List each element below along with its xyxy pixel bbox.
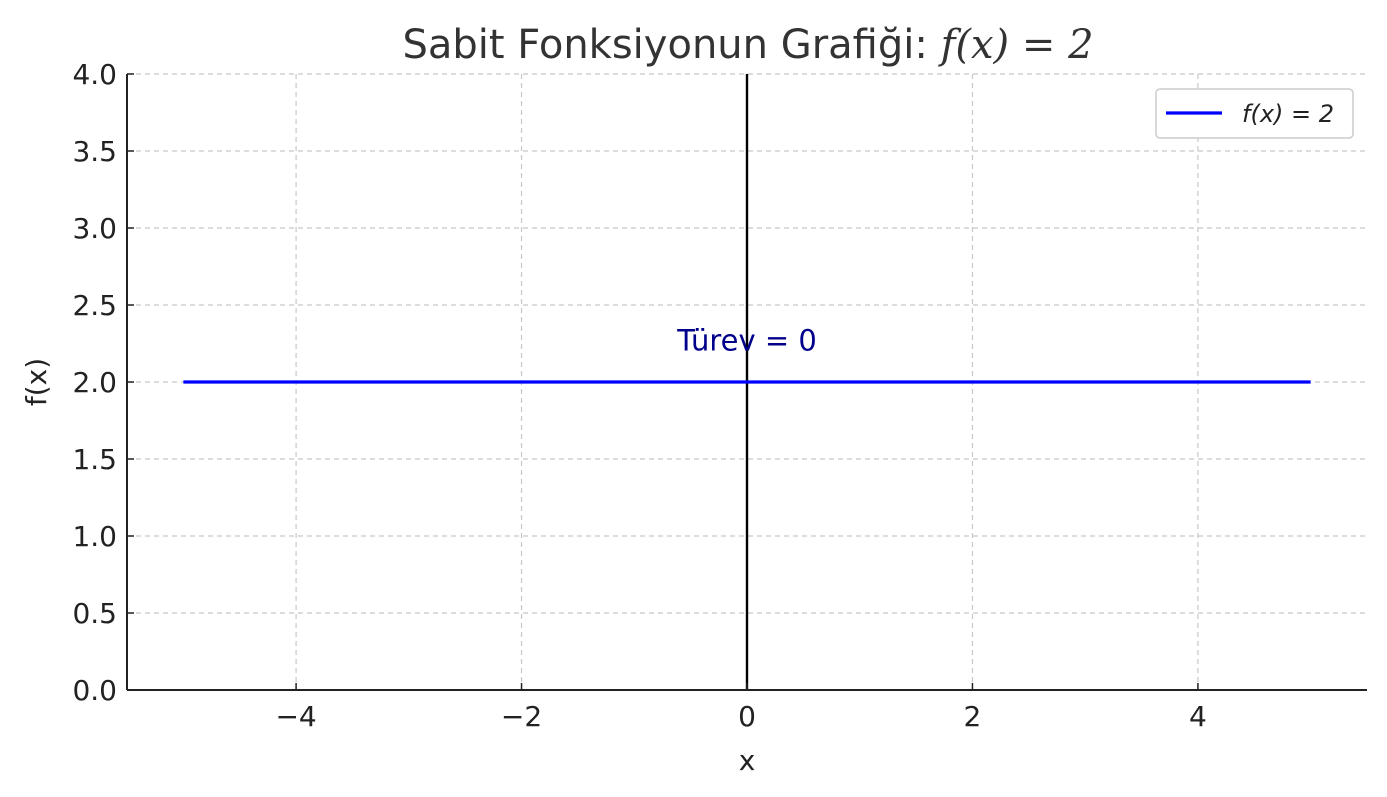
y-tick-label: 2.0	[72, 366, 117, 399]
derivative-annotation: Türev = 0	[676, 323, 817, 357]
y-tick-label: 1.0	[72, 520, 117, 553]
legend-box	[1155, 88, 1354, 139]
chart-title: Sabit Fonksiyonun Grafiği: f(x) = 2	[402, 22, 1093, 68]
y-tick-label: 2.5	[72, 289, 117, 322]
y-tick-label: 1.5	[72, 443, 117, 476]
x-tick-label: 4	[1189, 700, 1207, 733]
chart-title-text: Sabit Fonksiyonun Grafiği:	[402, 22, 940, 68]
x-tick-label: −2	[501, 700, 542, 733]
x-axis-label: x	[739, 744, 756, 777]
legend-label: f(x) = 2	[1242, 100, 1334, 128]
chart-title-math: f(x) = 2	[938, 22, 1094, 68]
y-tick-label: 3.0	[72, 212, 117, 245]
x-tick-label: −4	[275, 700, 316, 733]
y-tick-label: 0.5	[72, 597, 117, 630]
y-tick-label: 4.0	[72, 58, 117, 91]
y-axis-label: f(x)	[20, 358, 53, 406]
y-tick-label: 0.0	[72, 674, 117, 707]
y-tick-label: 3.5	[72, 135, 117, 168]
legend: f(x) = 2	[1155, 88, 1354, 139]
x-tick-label: 2	[964, 700, 982, 733]
x-tick-label: 0	[738, 700, 756, 733]
